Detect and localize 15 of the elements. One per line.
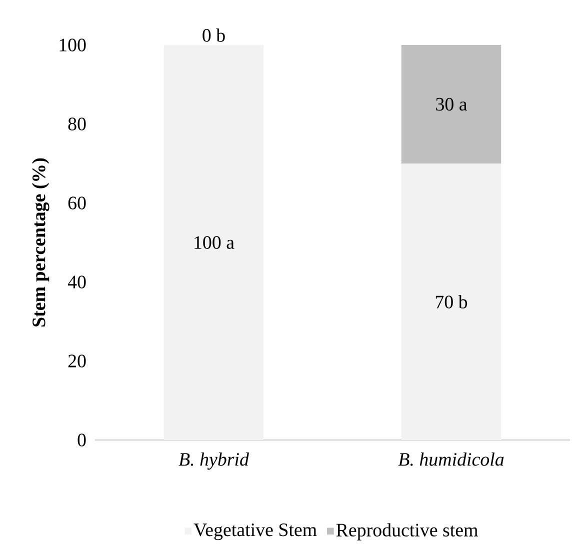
x-tick-label: B. humidicola — [398, 452, 504, 466]
data-label: 0 b — [202, 28, 225, 42]
x-tick-label: B. hybrid — [178, 452, 250, 470]
y-tick-label: 100 — [60, 38, 86, 52]
y-tick-label: 0 — [78, 434, 86, 446]
legend-label: Vegetative Stem — [194, 523, 317, 540]
y-tick-label: 20 — [68, 354, 86, 368]
legend-label: Reproductive stem — [336, 523, 478, 540]
y-tick-label: 40 — [68, 276, 86, 288]
y-axis-title: Stem percentage (%) — [32, 158, 50, 326]
data-label: 70 b — [436, 295, 468, 308]
data-label: 30 a — [436, 98, 468, 111]
y-tick-label: 60 — [68, 196, 86, 210]
y-tick-label: 80 — [68, 118, 86, 130]
data-label: 100 a — [194, 236, 234, 249]
